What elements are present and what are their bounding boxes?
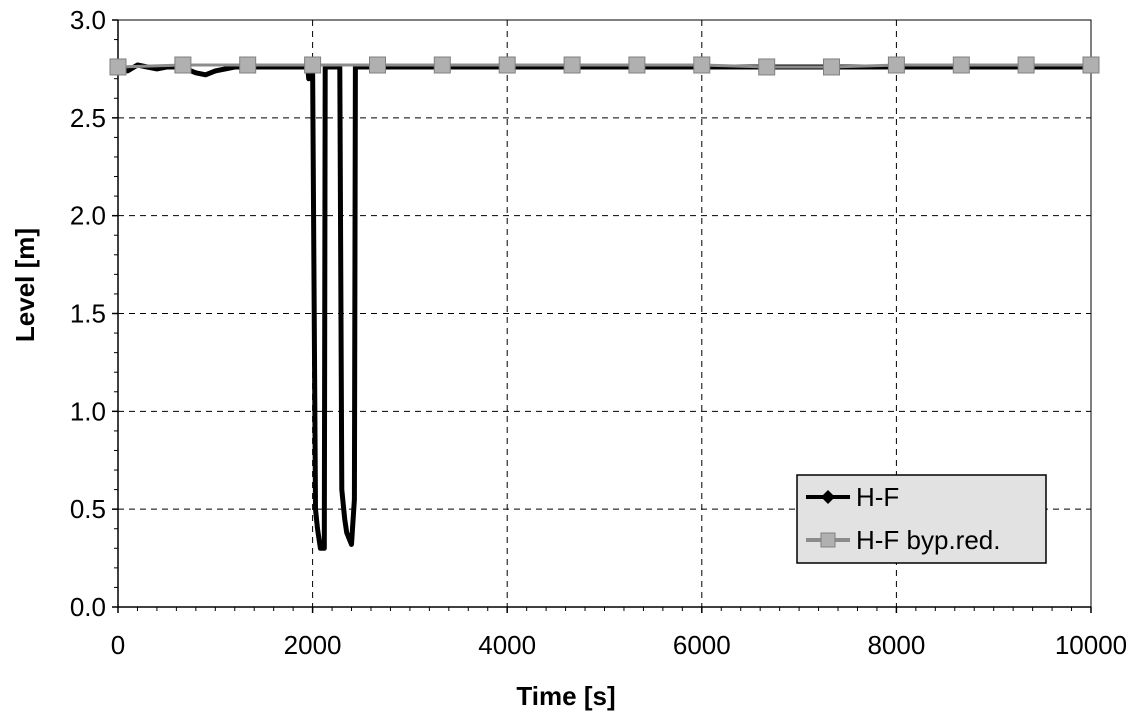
x-tick-label: 0 — [111, 630, 125, 660]
data-point-marker — [433, 56, 451, 74]
data-point-marker — [174, 56, 192, 74]
series-markers — [109, 56, 1100, 76]
data-point-marker — [1082, 56, 1100, 74]
y-tick-label: 0.5 — [70, 494, 106, 524]
y-tick-label: 1.5 — [70, 299, 106, 329]
data-point-marker — [887, 56, 905, 74]
x-tick-label: 6000 — [673, 630, 731, 660]
legend-square-marker — [820, 532, 836, 548]
y-tick-label: 3.0 — [70, 5, 106, 35]
data-point-marker — [823, 58, 841, 76]
y-tick-label: 2.0 — [70, 201, 106, 231]
x-ticks: 0 2000 4000 6000 8000 10000 — [111, 607, 1127, 660]
x-tick-label: 8000 — [867, 630, 925, 660]
data-point-marker — [498, 56, 516, 74]
y-tick-label: 2.5 — [70, 103, 106, 133]
legend-label-h-f: H-F — [856, 482, 899, 512]
legend-diamond-marker — [821, 490, 835, 504]
data-point-marker — [952, 56, 970, 74]
legend-label-h-f-byp-red: H-F byp.red. — [856, 525, 1001, 555]
x-tick-label: 10000 — [1055, 630, 1127, 660]
x-axis-title: Time [s] — [516, 681, 615, 711]
legend: H-F H-F byp.red. — [796, 474, 1047, 564]
y-axis-title: Level [m] — [10, 228, 40, 342]
series-line-h-f-byp-red — [117, 63, 1091, 69]
x-tick-label: 2000 — [284, 630, 342, 660]
data-point-marker — [563, 56, 581, 74]
data-point-marker — [758, 58, 776, 76]
data-point-marker — [109, 58, 127, 76]
y-ticks: 0.0 0.5 1.0 1.5 2.0 2.5 3.0 — [70, 5, 118, 622]
data-point-marker — [693, 56, 711, 74]
y-tick-label: 0.0 — [70, 592, 106, 622]
data-point-marker — [1017, 56, 1035, 74]
x-tick-label: 4000 — [478, 630, 536, 660]
data-point-marker — [239, 56, 257, 74]
data-point-marker — [368, 56, 386, 74]
data-point-marker — [304, 56, 322, 74]
legend-box — [796, 474, 1047, 564]
y-tick-label: 1.0 — [70, 396, 106, 426]
data-point-marker — [628, 56, 646, 74]
